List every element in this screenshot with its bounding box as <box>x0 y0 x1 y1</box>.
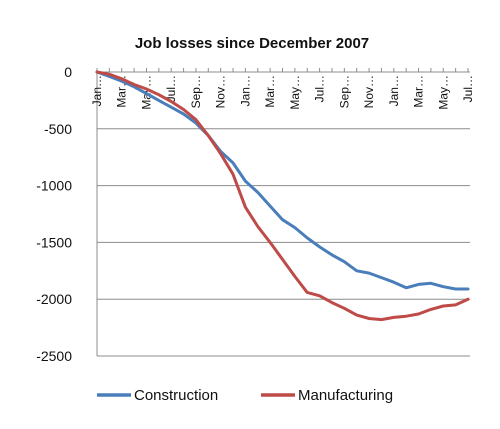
series-line-manufacturing <box>95 70 470 322</box>
series-lines <box>95 70 470 322</box>
y-tick-label: -2000 <box>36 291 72 307</box>
x-tick-label: Mar… <box>263 75 277 108</box>
y-tick-labels: 0 -500 -1000 -1500 -2000 -2500 <box>36 64 72 364</box>
x-tick-label: Sep… <box>337 75 351 108</box>
x-tick-label: Jul… <box>313 75 327 102</box>
y-tick-label: -1000 <box>36 178 72 194</box>
x-tick-label: Jan… <box>238 75 252 106</box>
x-tick-labels: Jan… Mar… May… Jul… Sep… Nov… Jan… Mar… May… Jul…… <box>90 75 475 110</box>
x-tick-label: May… <box>436 75 450 110</box>
y-tick-label: -2500 <box>36 348 72 364</box>
series-line-construction <box>95 70 470 291</box>
x-tick-label: May… <box>288 75 302 110</box>
y-tick-label: -500 <box>44 121 72 137</box>
x-tick-label: Jan… <box>90 75 104 106</box>
y-tick-label: 0 <box>64 64 72 80</box>
x-tick-label: Jul… <box>164 75 178 102</box>
axes <box>96 68 470 356</box>
gridlines <box>97 128 470 357</box>
legend: Construction Manufacturing <box>97 387 393 404</box>
legend-label-manufacturing: Manufacturing <box>298 387 393 404</box>
x-tick-label: Sep… <box>189 75 203 108</box>
y-tick-label: -1500 <box>36 234 72 250</box>
x-tick-label: Nov… <box>362 75 376 108</box>
x-tick-label: Nov… <box>214 75 228 108</box>
chart-title: Job losses since December 2007 <box>135 35 369 52</box>
x-tick-label: Jan… <box>387 75 401 106</box>
x-tick-label: Jul… <box>461 75 475 102</box>
x-tick-label: Mar… <box>412 75 426 108</box>
legend-label-construction: Construction <box>134 387 218 404</box>
